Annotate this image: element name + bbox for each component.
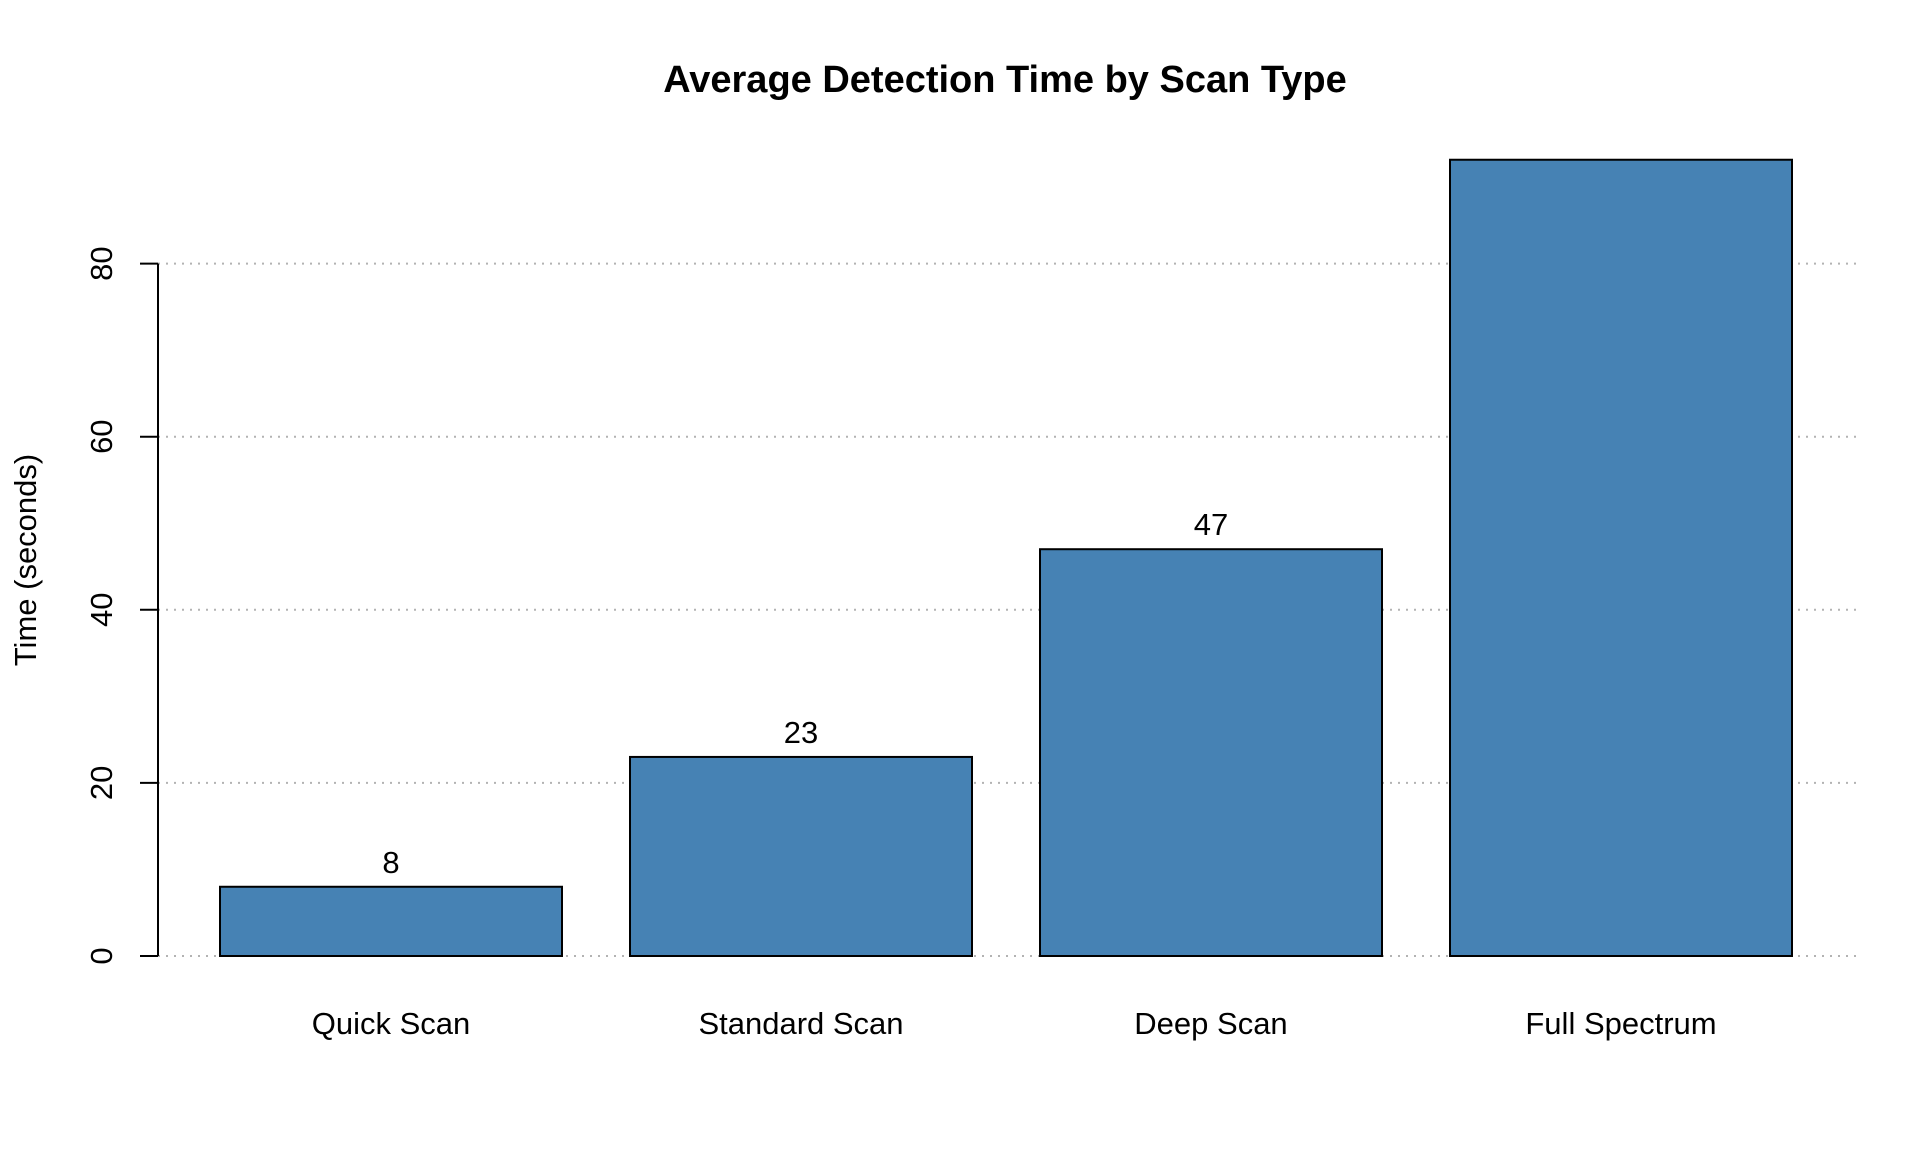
x-category-label-deep-scan: Deep Scan: [1134, 1006, 1287, 1041]
y-axis-label: Time (seconds): [8, 454, 43, 666]
data-label-standard-scan: 23: [784, 715, 818, 750]
y-tick-label-80: 80: [84, 246, 119, 280]
chart-title: Average Detection Time by Scan Type: [663, 59, 1347, 101]
x-axis-categories: Quick Scan Standard Scan Deep Scan Full Spe…: [312, 1006, 1717, 1041]
data-labels: 8 23 47: [382, 507, 1228, 880]
data-label-deep-scan: 47: [1194, 507, 1228, 542]
bars: [219, 158, 1793, 958]
x-category-label-quick-scan: Quick Scan: [312, 1006, 471, 1041]
x-category-label-full-spectrum: Full Spectrum: [1525, 1006, 1716, 1041]
y-tick-label-40: 40: [84, 593, 119, 627]
bar-full-spectrum: [1449, 158, 1793, 958]
bar-standard-scan: [629, 755, 973, 957]
y-tick-label-0: 0: [84, 947, 119, 964]
x-category-label-standard-scan: Standard Scan: [698, 1006, 903, 1041]
y-tick-label-20: 20: [84, 766, 119, 800]
data-label-quick-scan: 8: [382, 845, 399, 880]
y-tick-label-60: 60: [84, 419, 119, 453]
bar-deep-scan: [1039, 548, 1383, 958]
bar-quick-scan: [219, 885, 563, 958]
y-axis: 0 20 40 60 80: [84, 246, 159, 965]
